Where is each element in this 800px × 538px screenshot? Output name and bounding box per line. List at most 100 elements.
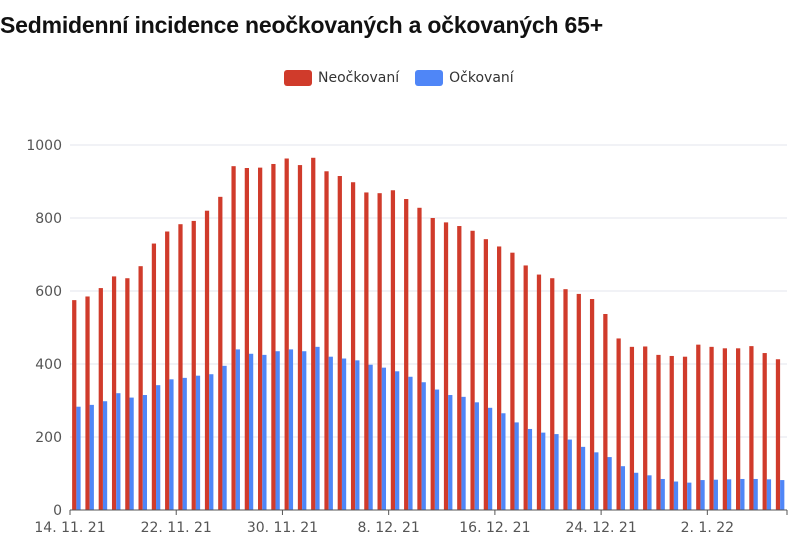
bar-vaccinated[interactable] [554, 434, 559, 510]
bar-vaccinated[interactable] [142, 395, 148, 510]
bar-unvaccinated[interactable] [72, 300, 77, 511]
bar-vaccinated[interactable] [262, 354, 267, 511]
bar-vaccinated[interactable] [527, 428, 533, 510]
bar-vaccinated[interactable] [408, 376, 413, 510]
bar-unvaccinated[interactable] [364, 192, 369, 510]
bar-vaccinated[interactable] [567, 439, 572, 510]
bar-unvaccinated[interactable] [643, 346, 648, 510]
bar-vaccinated[interactable] [248, 353, 254, 510]
bar-vaccinated[interactable] [235, 349, 240, 510]
bar-vaccinated[interactable] [740, 478, 745, 510]
bar-vaccinated[interactable] [541, 432, 546, 510]
bar-vaccinated[interactable] [355, 360, 360, 510]
bar-unvaccinated[interactable] [191, 220, 196, 511]
bar-vaccinated[interactable] [753, 478, 758, 510]
bar-unvaccinated[interactable] [523, 265, 528, 510]
bar-vaccinated[interactable] [726, 479, 732, 510]
bar-unvaccinated[interactable] [138, 266, 143, 510]
bar-unvaccinated[interactable] [616, 338, 621, 510]
bar-unvaccinated[interactable] [656, 354, 661, 511]
bar-vaccinated[interactable] [209, 374, 214, 510]
bar-unvaccinated[interactable] [218, 196, 223, 510]
bar-vaccinated[interactable] [275, 351, 280, 510]
bar-vaccinated[interactable] [607, 457, 612, 510]
bar-vaccinated[interactable] [594, 452, 599, 510]
bar-unvaccinated[interactable] [722, 348, 727, 510]
bar-unvaccinated[interactable] [111, 276, 117, 510]
bar-unvaccinated[interactable] [775, 359, 781, 510]
legend-item-vaccinated[interactable]: Očkovaní [415, 70, 514, 86]
bar-vaccinated[interactable] [766, 479, 772, 510]
bar-vaccinated[interactable] [315, 346, 320, 510]
bar-unvaccinated[interactable] [204, 210, 210, 510]
bar-unvaccinated[interactable] [762, 353, 767, 510]
bar-unvaccinated[interactable] [297, 165, 303, 510]
bar-vaccinated[interactable] [474, 402, 479, 510]
bar-vaccinated[interactable] [620, 466, 626, 510]
bar-unvaccinated[interactable] [576, 293, 581, 510]
bar-unvaccinated[interactable] [231, 166, 236, 511]
bar-unvaccinated[interactable] [669, 355, 674, 510]
bar-unvaccinated[interactable] [337, 176, 342, 510]
bar-vaccinated[interactable] [514, 422, 519, 510]
bar-unvaccinated[interactable] [510, 252, 515, 510]
bar-vaccinated[interactable] [169, 379, 174, 510]
bar-vaccinated[interactable] [647, 475, 652, 510]
bar-vaccinated[interactable] [700, 480, 705, 510]
bar-vaccinated[interactable] [76, 406, 81, 510]
bar-unvaccinated[interactable] [736, 348, 741, 510]
bar-unvaccinated[interactable] [457, 226, 462, 510]
bar-vaccinated[interactable] [780, 480, 785, 510]
bar-vaccinated[interactable] [341, 358, 347, 510]
bar-vaccinated[interactable] [222, 365, 227, 510]
bar-vaccinated[interactable] [580, 446, 586, 510]
bar-vaccinated[interactable] [501, 413, 506, 510]
bar-vaccinated[interactable] [713, 479, 718, 510]
bar-unvaccinated[interactable] [151, 243, 157, 511]
bar-vaccinated[interactable] [156, 385, 161, 510]
bar-unvaccinated[interactable] [98, 288, 103, 510]
bar-vaccinated[interactable] [116, 393, 121, 510]
bar-unvaccinated[interactable] [178, 224, 183, 510]
bar-vaccinated[interactable] [421, 382, 426, 510]
bar-vaccinated[interactable] [288, 349, 294, 510]
bar-vaccinated[interactable] [434, 389, 440, 510]
bar-unvaccinated[interactable] [696, 344, 701, 510]
bar-unvaccinated[interactable] [350, 182, 356, 511]
bar-unvaccinated[interactable] [271, 163, 276, 511]
bar-unvaccinated[interactable] [709, 346, 714, 510]
bar-vaccinated[interactable] [395, 371, 400, 510]
bar-unvaccinated[interactable] [417, 207, 422, 510]
bar-unvaccinated[interactable] [497, 246, 502, 510]
bar-unvaccinated[interactable] [324, 171, 329, 510]
bar-unvaccinated[interactable] [284, 158, 289, 511]
bar-unvaccinated[interactable] [430, 218, 435, 510]
bar-unvaccinated[interactable] [258, 167, 263, 510]
bar-vaccinated[interactable] [195, 375, 201, 510]
bar-unvaccinated[interactable] [550, 278, 555, 510]
bar-vaccinated[interactable] [660, 478, 665, 510]
bar-unvaccinated[interactable] [483, 239, 488, 511]
bar-vaccinated[interactable] [302, 351, 307, 510]
bar-unvaccinated[interactable] [443, 222, 449, 510]
bar-vaccinated[interactable] [634, 472, 639, 510]
bar-unvaccinated[interactable] [404, 199, 409, 510]
bar-vaccinated[interactable] [129, 397, 134, 510]
bar-unvaccinated[interactable] [470, 230, 475, 510]
bar-unvaccinated[interactable] [603, 314, 608, 510]
bar-unvaccinated[interactable] [749, 346, 754, 510]
bar-unvaccinated[interactable] [629, 346, 635, 510]
bar-unvaccinated[interactable] [589, 299, 595, 510]
bar-vaccinated[interactable] [89, 404, 94, 510]
bar-unvaccinated[interactable] [244, 168, 249, 510]
bar-unvaccinated[interactable] [377, 193, 382, 510]
bar-vaccinated[interactable] [328, 356, 333, 510]
bar-vaccinated[interactable] [102, 401, 108, 510]
bar-vaccinated[interactable] [487, 407, 493, 510]
bar-unvaccinated[interactable] [165, 231, 170, 511]
bar-vaccinated[interactable] [461, 396, 466, 510]
bar-unvaccinated[interactable] [390, 190, 396, 510]
bar-vaccinated[interactable] [448, 395, 453, 510]
bar-unvaccinated[interactable] [682, 356, 688, 510]
bar-vaccinated[interactable] [687, 482, 692, 511]
